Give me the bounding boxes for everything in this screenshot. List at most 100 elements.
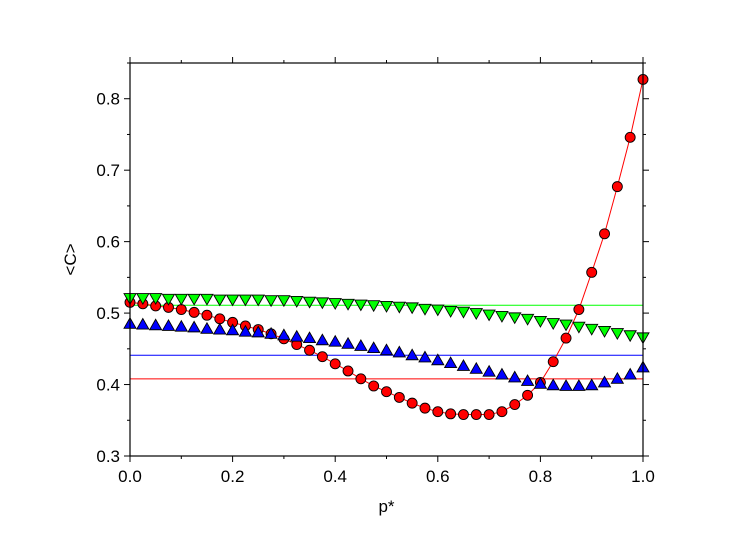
data-point-triangle-up xyxy=(610,371,625,384)
data-point-triangle-up xyxy=(623,367,637,380)
data-point-triangle-up xyxy=(418,350,432,363)
data-point-triangle-down xyxy=(212,294,227,307)
data-point-triangle-up xyxy=(225,323,240,336)
x-tick-label: 0.0 xyxy=(118,467,142,486)
data-point-circle xyxy=(342,365,354,377)
data-point-circle xyxy=(175,304,187,315)
data-point-triangle-down xyxy=(507,312,522,325)
data-point-triangle-down xyxy=(328,298,342,310)
data-point-triangle-up xyxy=(174,319,189,332)
series-line xyxy=(129,79,644,416)
data-point-triangle-down xyxy=(200,293,214,306)
data-point-triangle-down xyxy=(431,304,445,317)
y-axis-title: <C> xyxy=(61,243,80,275)
data-point-triangle-down xyxy=(148,293,163,305)
data-point-triangle-up xyxy=(405,348,419,361)
x-tick-label: 1.0 xyxy=(631,467,655,486)
data-point-triangle-down xyxy=(379,300,394,313)
data-point-circle xyxy=(586,266,598,278)
data-point-triangle-up xyxy=(328,334,342,347)
x-tick-label: 0.4 xyxy=(323,467,347,486)
data-point-circle xyxy=(432,406,444,418)
data-point-triangle-down xyxy=(187,293,201,306)
data-point-circle xyxy=(496,406,508,418)
data-point-circle xyxy=(445,408,457,420)
data-point-triangle-down xyxy=(354,299,368,312)
data-point-triangle-down xyxy=(443,305,458,318)
data-point-triangle-up xyxy=(431,353,445,366)
data-point-triangle-up xyxy=(392,345,407,358)
data-point-triangle-up xyxy=(251,325,266,338)
data-point-circle xyxy=(470,409,482,421)
data-point-circle xyxy=(483,409,495,421)
data-point-circle xyxy=(522,389,534,401)
data-point-triangle-up xyxy=(238,324,253,337)
data-point-triangle-up xyxy=(277,328,291,341)
data-point-triangle-up xyxy=(341,336,355,349)
data-point-circle xyxy=(547,356,559,368)
data-point-circle xyxy=(316,351,328,363)
y-tick-label: 0.8 xyxy=(96,90,120,109)
data-point-circle xyxy=(188,306,200,318)
data-point-triangle-down xyxy=(277,295,291,308)
data-point-circle xyxy=(458,409,469,421)
data-point-triangle-down xyxy=(482,309,496,322)
data-point-triangle-up xyxy=(456,359,471,371)
data-point-triangle-up xyxy=(136,317,150,330)
data-point-triangle-up xyxy=(572,379,586,391)
data-point-circle xyxy=(611,181,623,193)
data-point-triangle-up xyxy=(533,376,548,389)
data-point-triangle-up xyxy=(354,339,368,351)
data-point-triangle-down xyxy=(136,293,150,305)
data-point-triangle-up xyxy=(507,370,522,383)
y-tick-label: 0.5 xyxy=(96,304,120,323)
data-point-triangle-up xyxy=(302,331,317,344)
data-point-triangle-down xyxy=(469,308,484,320)
data-point-triangle-down xyxy=(418,303,432,316)
data-point-triangle-up xyxy=(559,379,573,391)
data-point-triangle-up xyxy=(289,329,304,342)
series-lines xyxy=(129,79,644,416)
data-point-circle xyxy=(381,386,392,398)
x-tick-label: 0.8 xyxy=(529,467,553,486)
x-tick-label: 0.6 xyxy=(426,467,450,486)
data-point-circle xyxy=(304,344,315,356)
data-point-circle xyxy=(419,402,431,414)
data-point-triangle-up xyxy=(212,322,227,335)
data-point-triangle-down xyxy=(289,295,304,308)
data-point-circle xyxy=(355,373,367,385)
data-point-triangle-up xyxy=(161,319,176,331)
data-point-triangle-down xyxy=(315,297,330,310)
data-point-triangle-down xyxy=(366,300,381,313)
data-point-triangle-down xyxy=(623,330,637,343)
data-point-triangle-down xyxy=(392,301,407,314)
data-point-triangle-down xyxy=(559,319,573,332)
data-point-triangle-down xyxy=(251,294,266,307)
data-point-triangle-down xyxy=(238,294,253,307)
data-point-triangle-up xyxy=(379,343,394,356)
data-point-circle xyxy=(573,304,585,315)
data-point-triangle-up xyxy=(443,356,458,369)
data-point-triangle-down xyxy=(533,316,548,328)
data-point-circle xyxy=(509,399,521,411)
data-point-triangle-down xyxy=(456,306,471,319)
data-point-triangle-down xyxy=(174,293,189,306)
data-point-circle xyxy=(624,131,636,143)
data-point-triangle-down xyxy=(546,318,561,331)
data-point-triangle-down xyxy=(610,328,625,341)
data-point-triangle-down xyxy=(495,310,509,323)
data-point-circle xyxy=(201,309,213,321)
y-tick-label: 0.3 xyxy=(96,447,120,466)
y-tick-label: 0.6 xyxy=(96,233,120,252)
x-axis-title: p* xyxy=(378,497,394,516)
data-point-triangle-up xyxy=(520,374,535,386)
data-point-triangle-up xyxy=(482,364,496,377)
x-tick-label: 0.2 xyxy=(221,467,245,486)
data-point-triangle-down xyxy=(341,298,355,311)
data-point-triangle-up xyxy=(264,326,278,339)
data-point-circle xyxy=(368,380,380,392)
data-point-triangle-up xyxy=(495,367,509,380)
data-point-triangle-up xyxy=(200,321,214,334)
data-point-triangle-up xyxy=(187,320,201,333)
